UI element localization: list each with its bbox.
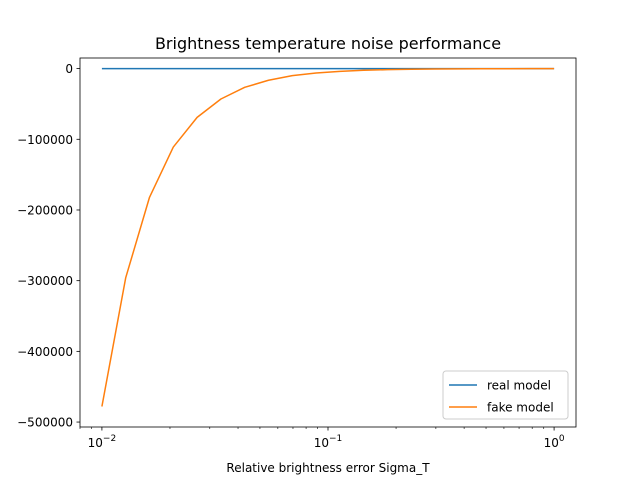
x-tick-label: 10−1: [314, 434, 343, 450]
axes: 0 −100000 −200000 −300000 −400000 −500000 10−2…: [17, 57, 577, 450]
series-line-2: [101, 67, 555, 407]
legend-label: real model: [487, 379, 551, 393]
y-tick-label: −200000: [17, 203, 73, 217]
chart-title: Brightness temperature noise performance: [155, 34, 501, 53]
x-tick-label: 10−2: [88, 434, 117, 450]
legend: real model fake model: [442, 370, 569, 420]
y-tick-label: −300000: [17, 274, 73, 288]
y-tick-label: −400000: [17, 345, 73, 359]
legend-label: fake model: [487, 401, 554, 415]
x-tick-label: 100: [544, 434, 565, 450]
y-tick-label: 0: [65, 62, 73, 76]
y-tick-label: −100000: [17, 133, 73, 147]
y-tick-label: −500000: [17, 416, 73, 430]
plot-area: [101, 67, 555, 407]
x-axis-label: Relative brightness error Sigma_T: [226, 461, 430, 475]
